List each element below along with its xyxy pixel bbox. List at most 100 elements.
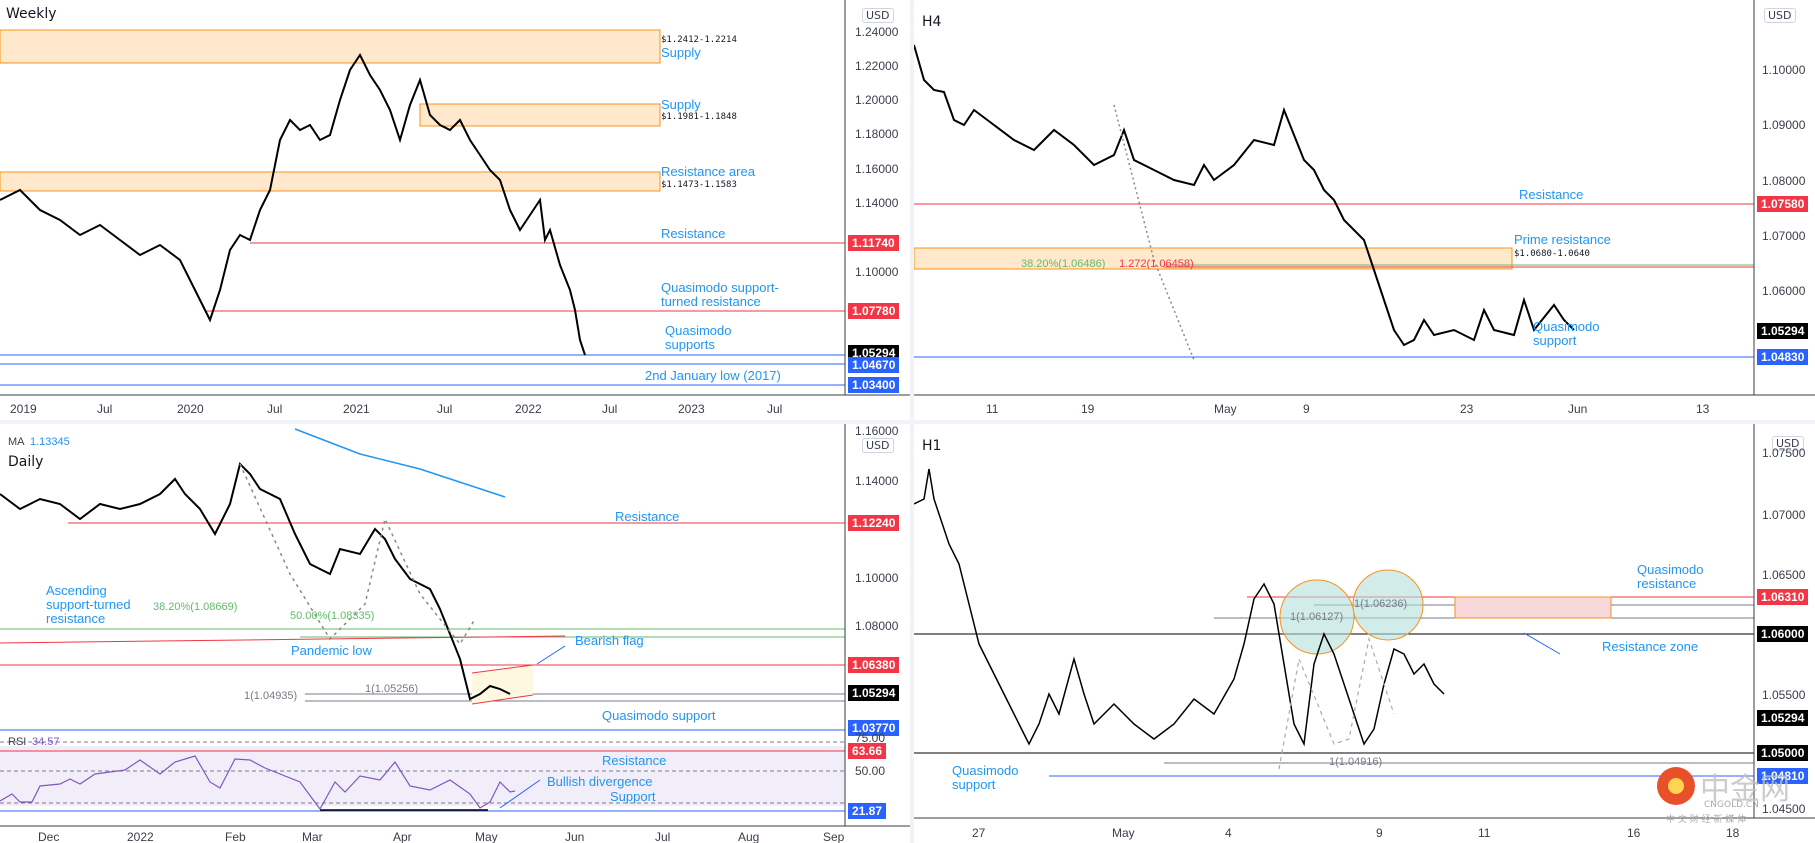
h4-price-plot [914, 0, 1815, 396]
price-tick: 1.06000 [1762, 284, 1806, 298]
bearish-flag-label: Bearish flag [575, 633, 644, 648]
time-tick: 11 [1478, 826, 1491, 840]
weekly-chart-panel[interactable]: Weekly $1.2412-1.2214 Supply Supply $1.1… [0, 0, 910, 420]
pandemic-low-label: Pandemic low [291, 643, 372, 658]
watermark-name: 中金网 [1700, 772, 1790, 807]
resistance-price-tag: 1.07580 [1757, 196, 1809, 212]
rsi-label: RSI [8, 736, 27, 748]
rsi-support-tag: 21.87 [848, 803, 887, 819]
ascending-label-1: Ascending [46, 583, 107, 598]
resistance-price-tag: 1.12240 [848, 515, 900, 531]
ascending-label-2: support-turned [46, 597, 131, 612]
time-tick: Jul [655, 830, 671, 843]
price-tick: 1.16000 [855, 162, 899, 176]
current-price-tag: 1.05294 [848, 685, 900, 701]
resistance-zone-label: Resistance zone [1602, 639, 1699, 654]
price-tick: 1.10000 [855, 265, 899, 279]
time-tick: May [1214, 402, 1237, 416]
h1-chart-panel[interactable]: H1 1(1.06127) 1(1.06236) 1(1.04916) Quas… [914, 424, 1815, 843]
fib-382-label: 38.20%(1.08669) [153, 601, 238, 613]
support-price-tag: 1.03770 [848, 720, 900, 736]
current-price-tag: 1.05294 [1757, 710, 1809, 726]
time-tick: 11 [986, 402, 999, 416]
time-tick: Jul [437, 402, 453, 416]
time-tick: Jul [97, 402, 113, 416]
fib-1272-label: 1.272(1.06458) [1119, 258, 1194, 270]
price-tick: 1.10000 [855, 571, 899, 585]
resistance-label: Resistance [615, 509, 680, 524]
resistance-label: Resistance [1519, 187, 1584, 202]
supply1-label: Supply [661, 45, 701, 60]
pandemic-price-tag: 1.06380 [848, 657, 900, 673]
time-tick: Jun [565, 830, 585, 843]
rsi-resistance-label: Resistance [602, 753, 667, 768]
currency-badge[interactable]: USD [1772, 436, 1804, 451]
price-tick: 1.18000 [855, 127, 899, 141]
time-tick: Jun [1568, 402, 1588, 416]
time-tick: 2022 [127, 830, 154, 843]
time-tick: Jul [267, 402, 283, 416]
daily-chart-panel[interactable]: MA 1.13345 Daily Resistance Ascending s [0, 424, 910, 843]
price-tick: 1.06500 [1762, 568, 1806, 582]
price-tick: 1.14000 [855, 474, 899, 488]
fib-50-label: 50.00%(1.08335) [290, 610, 375, 622]
price-tick: 1.14000 [855, 196, 899, 210]
timeframe-label: Daily [8, 454, 44, 470]
price-tick: 1.20000 [855, 93, 899, 107]
time-tick: Sep [823, 830, 845, 843]
resistance-price-tag: 1.11740 [848, 235, 899, 251]
time-tick: Feb [225, 830, 246, 843]
watermark-logo: 中金网 CNGOLD.CN 中 文 财 经 新 媒 体 [1656, 762, 1815, 825]
h4-chart-panel[interactable]: H4 38.20%(1.06486) 1.272(1.06458) Resist… [914, 0, 1815, 420]
supply1-range: $1.2412-1.2214 [661, 35, 737, 45]
fib-382-label: 38.20%(1.06486) [1021, 258, 1106, 270]
time-tick: Jul [767, 402, 783, 416]
time-tick: May [475, 830, 498, 843]
price-tick: 1.07000 [1762, 229, 1806, 243]
support-price-tag: 1.04670 [848, 357, 900, 373]
timeframe-label: Weekly [6, 6, 57, 22]
qmr-price-tag: 1.06310 [1757, 589, 1809, 605]
rsi-tick: 75.00 [855, 731, 886, 745]
time-tick: 16 [1627, 826, 1641, 840]
level-106-price-tag: 1.06000 [1757, 626, 1809, 642]
prime-resistance-label: Prime resistance [1514, 232, 1611, 247]
resistance-area-range: $1.1473-1.1583 [661, 180, 737, 190]
time-tick: 2020 [177, 402, 204, 416]
currency-badge[interactable]: USD [862, 8, 894, 23]
time-tick: 9 [1303, 402, 1310, 416]
qmr-label-2: resistance [1637, 576, 1697, 591]
time-tick: Mar [302, 830, 323, 843]
ext-3-label: 1(1.04916) [1329, 756, 1383, 768]
price-tick: 1.05500 [1762, 688, 1806, 702]
resistance-label: Resistance [661, 226, 726, 241]
price-tick: 1.08000 [855, 619, 899, 633]
price-tick: 1.22000 [855, 59, 899, 73]
time-tick: 2023 [678, 402, 705, 416]
price-tick: 1.16000 [855, 424, 899, 438]
currency-badge[interactable]: USD [1764, 8, 1796, 23]
qsr-label-1: Quasimodo support- [661, 280, 779, 295]
time-tick: 2022 [515, 402, 542, 416]
h1-price-plot [914, 424, 1815, 819]
support-price-tag: 1.04830 [1757, 349, 1809, 365]
price-tick: 1.10000 [1762, 63, 1806, 77]
time-tick: 2019 [10, 402, 37, 416]
rsi-tick: 50.00 [855, 764, 886, 778]
time-tick: 13 [1696, 402, 1710, 416]
ma-value: 1.13345 [30, 436, 70, 448]
qsr-price-tag: 1.07780 [848, 303, 900, 319]
watermark-domain: CNGOLD.CN [1704, 800, 1759, 810]
price-tick: 1.24000 [855, 25, 899, 39]
supply2-range: $1.1981-1.1848 [661, 112, 737, 122]
watermark-tagline: 中 文 财 经 新 媒 体 [1666, 815, 1747, 825]
ascending-label-3: resistance [46, 611, 106, 626]
time-tick: 27 [972, 826, 986, 840]
qsr-label-2: turned resistance [661, 294, 761, 309]
time-tick: Jul [602, 402, 618, 416]
resistance-area-label: Resistance area [661, 164, 755, 179]
currency-badge[interactable]: USD [862, 438, 894, 453]
timeframe-label: H1 [922, 438, 942, 454]
qs-label-2: support [952, 777, 996, 792]
price-tick: 1.09000 [1762, 118, 1806, 132]
